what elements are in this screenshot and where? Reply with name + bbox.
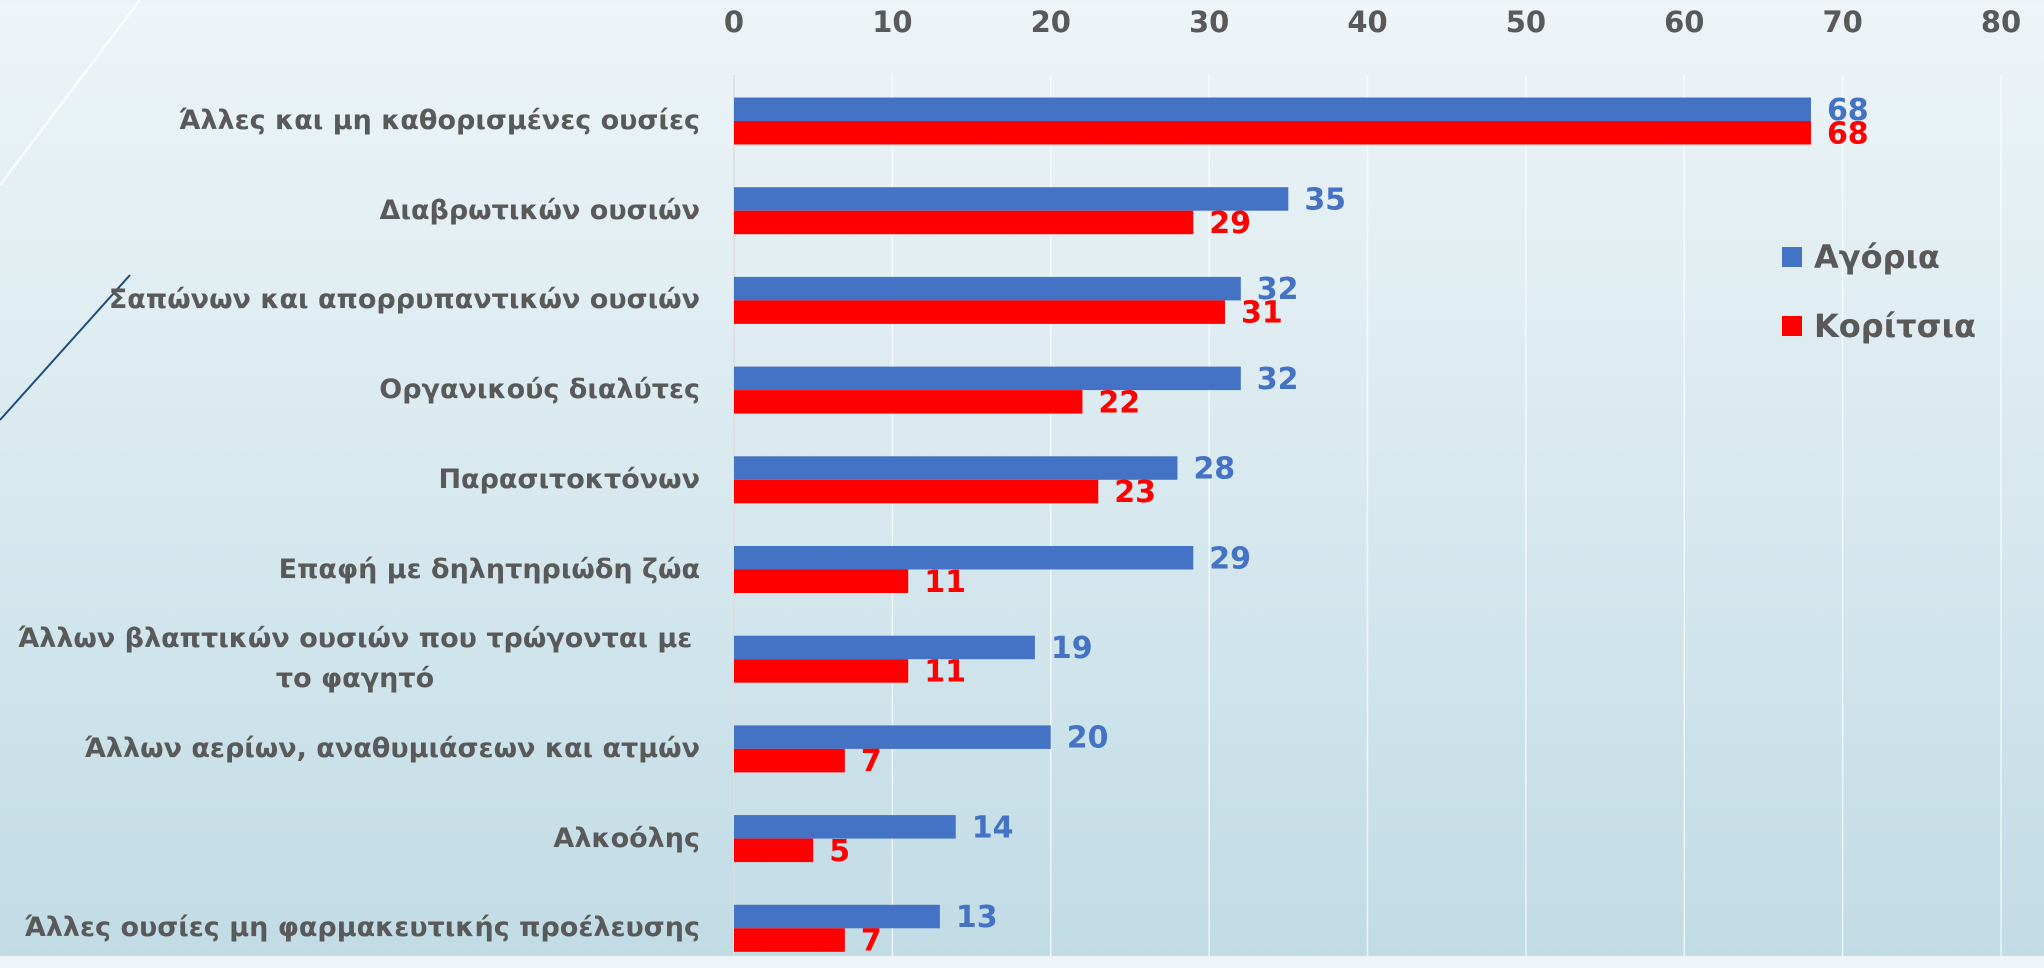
x-tick-label: 80 (1981, 5, 2021, 39)
bar (734, 210, 1194, 235)
category-label: Άλλων αερίων, αναθυμιάσεων και ατμών (84, 732, 700, 764)
decor-line (0, 274, 131, 421)
value-label: 20 (1067, 721, 1109, 756)
value-label: 29 (1209, 206, 1251, 241)
bar (734, 121, 1811, 145)
value-label: 68 (1827, 93, 1869, 128)
category-label-box: Επαφή με δηλητηριώδη ζώα (279, 530, 700, 610)
x-tick-label: 30 (1189, 5, 1229, 39)
bar (734, 456, 1178, 480)
value-label: 11 (924, 565, 966, 600)
category-label-box: Σαπώνων και απορρυπαντικών ουσιών (109, 260, 700, 340)
bar (734, 838, 814, 863)
category-label: Αλκοόλης (553, 822, 700, 854)
value-label: 5 (829, 834, 850, 869)
bar (734, 659, 909, 683)
decor-line (0, 0, 141, 186)
bar (734, 928, 845, 952)
value-label: 7 (861, 744, 882, 779)
bar (734, 748, 845, 773)
legend-label: Κορίτσια (1814, 307, 1976, 345)
x-tick-label: 10 (872, 5, 912, 39)
bar (734, 366, 1241, 391)
bar (734, 276, 1241, 301)
category-label: Άλλες και μη καθορισμένες ουσίες (178, 105, 700, 136)
value-label: 14 (972, 810, 1014, 845)
category-label-box: Άλλες και μη καθορισμένες ουσίες (179, 81, 700, 161)
bar (734, 300, 1225, 324)
legend-swatch (1782, 316, 1802, 336)
value-label: 23 (1114, 475, 1156, 510)
category-label: Διαβρωτικών ουσιών (379, 194, 700, 226)
category-label: Σαπώνων και απορρυπαντικών ουσιών (108, 284, 700, 316)
value-label: 32 (1257, 272, 1299, 307)
category-label-box: Οργανικούς διαλύτες (379, 350, 700, 430)
legend-swatch (1782, 247, 1802, 267)
category-label-box: Διαβρωτικών ουσιών (380, 171, 700, 251)
bar (734, 725, 1051, 749)
x-tick-label: 0 (724, 5, 744, 39)
value-label: 35 (1304, 182, 1346, 217)
value-label: 11 (924, 654, 966, 689)
category-label: Άλλων βλαπτικών ουσιών που τρώγονται με … (17, 623, 693, 695)
x-tick-label: 60 (1664, 5, 1704, 39)
bar (734, 546, 1194, 570)
bar (734, 390, 1083, 414)
category-label-box: Άλλων αερίων, αναθυμιάσεων και ατμών (84, 709, 700, 789)
category-label-box: Άλλες ουσίες μη φαρμακευτικής προέλευσης (24, 888, 700, 968)
bar (734, 635, 1035, 660)
value-label: 22 (1098, 385, 1140, 420)
category-label: Επαφή με δηλητηριώδη ζώα (278, 553, 700, 585)
category-label: Οργανικούς διαλύτες (379, 374, 700, 406)
category-label-box: Αλκοόλης (553, 799, 700, 879)
bar (734, 187, 1289, 211)
bar (734, 569, 909, 593)
bar (734, 815, 956, 839)
x-tick-label: 70 (1822, 5, 1862, 39)
x-tick-label: 50 (1506, 5, 1546, 39)
category-label: Άλλες ουσίες μη φαρμακευτικής προέλευσης (24, 912, 700, 944)
category-label-box: Παρασιτοκτόνων (438, 440, 700, 520)
legend-label: Αγόρια (1814, 238, 1940, 276)
value-label: 7 (861, 924, 882, 956)
value-label: 31 (1241, 296, 1283, 331)
category-label: Παρασιτοκτόνων (438, 463, 700, 495)
value-label: 32 (1257, 362, 1299, 397)
value-label: 29 (1209, 541, 1251, 576)
value-label: 28 (1193, 452, 1235, 487)
value-label: 68 (1827, 116, 1869, 151)
bar (734, 97, 1811, 121)
value-label: 13 (956, 900, 998, 935)
category-label-box: Άλλων βλαπτικών ουσιών που τρώγονται με … (10, 619, 700, 699)
x-tick-label: 20 (1031, 5, 1071, 39)
bar (734, 904, 940, 929)
value-label: 19 (1051, 631, 1093, 666)
x-tick-label: 40 (1347, 5, 1387, 39)
bar (734, 479, 1099, 504)
